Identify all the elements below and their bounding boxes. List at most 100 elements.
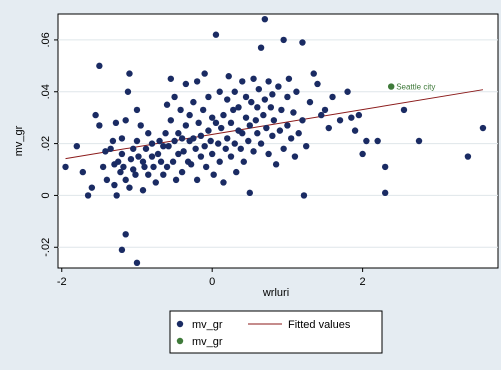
data-point <box>284 93 291 101</box>
data-point <box>160 171 167 178</box>
data-point <box>216 158 223 165</box>
data-point <box>145 130 152 137</box>
data-point <box>208 150 216 158</box>
data-point <box>163 163 171 171</box>
data-point <box>295 130 302 137</box>
data-point <box>374 137 381 145</box>
data-point <box>231 140 238 147</box>
data-point <box>359 150 366 158</box>
data-point <box>263 124 270 132</box>
data-point <box>171 137 178 145</box>
data-point <box>306 98 314 106</box>
data-point <box>62 163 69 171</box>
data-point <box>111 161 118 168</box>
annotations-layer: Seattle city <box>396 83 435 92</box>
legend-marker <box>176 337 184 345</box>
data-point <box>230 106 237 114</box>
highlight-point <box>387 83 395 90</box>
data-point <box>293 88 300 95</box>
data-point <box>257 44 265 51</box>
data-point <box>242 93 250 101</box>
data-point <box>280 145 287 152</box>
data-point <box>348 114 355 121</box>
data-point <box>240 158 247 165</box>
y-axis: -.02 0 .02 .04 .06 <box>40 32 58 257</box>
data-point <box>186 111 193 119</box>
data-point <box>118 246 126 254</box>
data-point <box>239 130 246 137</box>
y-tick-label: -.02 <box>40 238 52 257</box>
y-tick-label: .04 <box>40 84 52 99</box>
data-point <box>133 137 141 145</box>
data-point <box>202 163 210 171</box>
data-point <box>156 137 163 145</box>
data-point <box>254 130 261 137</box>
data-point <box>415 137 423 145</box>
data-point <box>207 137 214 145</box>
data-point <box>160 142 167 150</box>
data-point <box>133 106 141 114</box>
data-point <box>165 142 172 150</box>
data-point <box>210 171 217 178</box>
data-point <box>201 142 208 150</box>
data-point <box>261 96 269 103</box>
data-point <box>235 104 242 111</box>
data-point <box>172 176 180 184</box>
x-axis-title: wrluri <box>262 287 289 299</box>
x-tick-label: 2 <box>360 276 366 288</box>
data-point <box>218 124 225 132</box>
data-point <box>355 111 363 119</box>
data-point <box>260 111 267 119</box>
data-point <box>285 75 293 82</box>
data-point <box>182 122 190 129</box>
data-point <box>79 168 87 176</box>
data-point <box>464 153 472 160</box>
data-point <box>148 153 156 160</box>
data-point <box>126 184 133 191</box>
data-point <box>269 91 276 98</box>
data-point <box>250 75 257 82</box>
data-point <box>167 117 175 124</box>
data-point <box>162 130 169 137</box>
points-layer <box>62 15 487 267</box>
data-point <box>245 137 252 145</box>
data-point <box>314 80 321 88</box>
data-point <box>124 88 132 95</box>
data-point <box>180 148 187 155</box>
data-point <box>139 158 147 165</box>
data-point <box>220 179 227 186</box>
gridlines <box>58 39 498 248</box>
data-point <box>250 148 257 155</box>
data-point <box>224 135 231 142</box>
data-point <box>381 189 389 197</box>
data-point <box>381 163 389 171</box>
legend-label: Fitted values <box>288 319 351 331</box>
y-tick-label: .06 <box>40 32 52 47</box>
annotation-label: Seattle city <box>396 83 435 92</box>
data-point <box>117 168 124 176</box>
data-point <box>246 189 253 197</box>
data-point <box>126 70 133 77</box>
data-point <box>351 127 359 134</box>
data-point <box>248 98 255 106</box>
data-point <box>192 145 199 152</box>
data-point <box>99 163 107 171</box>
data-point <box>479 124 487 132</box>
x-tick-label: -2 <box>57 276 67 288</box>
legend-marker <box>176 320 184 328</box>
data-point <box>127 155 135 163</box>
data-point <box>135 153 142 160</box>
data-point <box>148 140 156 147</box>
data-point <box>299 39 306 46</box>
data-point <box>152 179 159 186</box>
data-point <box>141 163 148 171</box>
data-point <box>254 104 261 111</box>
legend-label: mv_gr <box>192 336 223 348</box>
data-point <box>252 117 260 124</box>
data-point <box>205 127 212 134</box>
data-point <box>257 140 265 147</box>
data-point <box>118 150 126 158</box>
data-point <box>215 140 222 147</box>
data-point <box>107 145 114 152</box>
